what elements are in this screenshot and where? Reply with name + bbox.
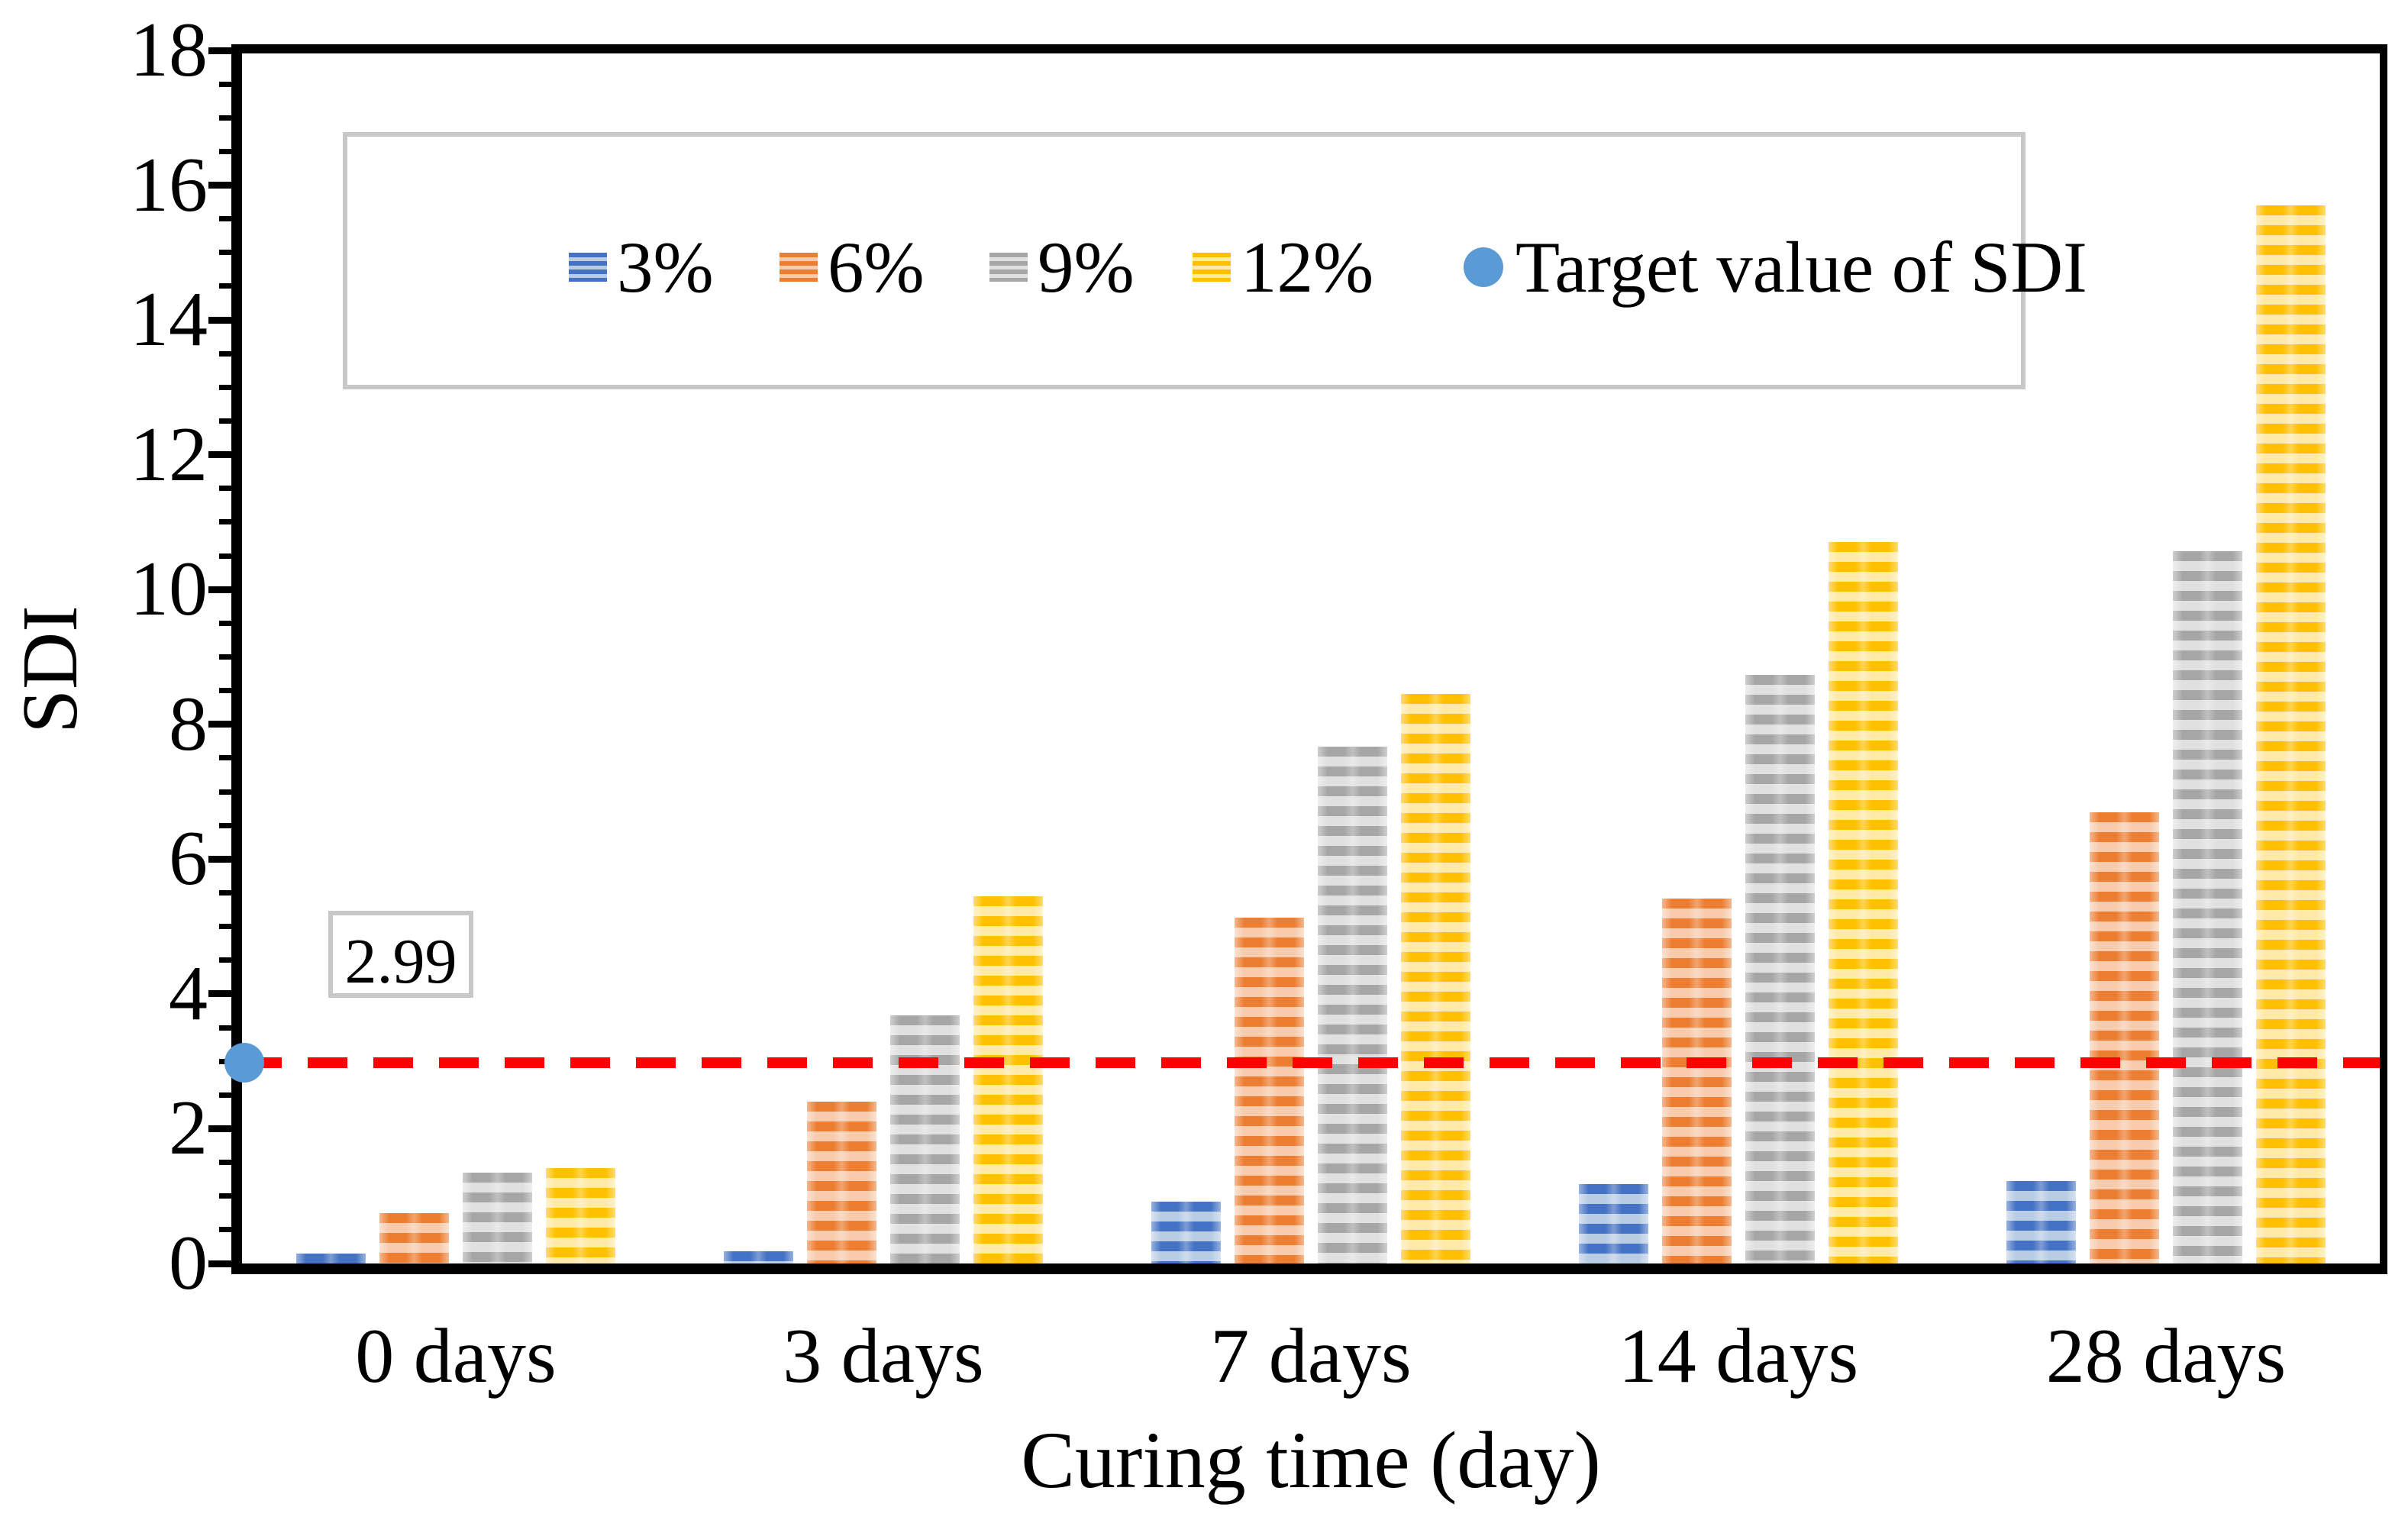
plot-top-border	[231, 44, 2387, 53]
y-minor-tick	[219, 755, 231, 761]
bar-9pct-0-days	[463, 1173, 532, 1263]
y-major-tick	[208, 451, 231, 459]
bar-9pct-3-days	[890, 1015, 960, 1263]
y-minor-tick	[219, 148, 231, 154]
y-minor-tick	[219, 350, 231, 357]
x-tick-label-0-days: 0 days	[355, 1313, 557, 1399]
y-minor-tick	[219, 283, 231, 289]
y-tick-label: 0	[169, 1220, 208, 1306]
plot-right-border	[2380, 44, 2387, 1274]
legend	[343, 132, 2025, 389]
y-minor-tick	[219, 1025, 231, 1031]
y-tick-label: 18	[130, 7, 208, 93]
y-minor-tick	[219, 688, 231, 694]
y-minor-tick	[219, 384, 231, 390]
y-minor-tick	[219, 789, 231, 795]
bar-6pct-3-days	[807, 1102, 876, 1263]
x-tick-label-3-days: 3 days	[783, 1313, 984, 1399]
bar-12pct-3-days	[973, 896, 1043, 1263]
target-value-annotation: 2.99	[328, 911, 473, 998]
bar-12pct-14-days	[1829, 542, 1898, 1263]
bar-3pct-7-days	[1151, 1202, 1221, 1263]
y-major-tick	[208, 1125, 231, 1132]
bar-12pct-28-days	[2256, 205, 2326, 1263]
legend-swatch-9pct	[989, 253, 1028, 282]
bar-3pct-28-days	[2006, 1181, 2076, 1263]
y-minor-tick	[219, 553, 231, 559]
legend-swatch-12pct	[1193, 253, 1231, 282]
bar-6pct-28-days	[2090, 812, 2159, 1263]
y-minor-tick	[219, 957, 231, 963]
y-minor-tick	[219, 115, 231, 121]
bar-6pct-0-days	[379, 1213, 449, 1263]
bar-6pct-7-days	[1235, 918, 1304, 1263]
legend-label-target: Target value of SDI	[1515, 227, 2087, 308]
y-tick-label: 12	[130, 411, 208, 498]
y-tick-label: 14	[130, 276, 208, 363]
y-tick-label: 8	[169, 680, 208, 767]
legend-swatch-3pct	[569, 253, 607, 282]
bar-3pct-14-days	[1579, 1184, 1648, 1263]
y-axis-line	[231, 44, 242, 1274]
x-axis-line	[231, 1263, 2387, 1274]
y-minor-tick	[219, 620, 231, 626]
y-minor-tick	[219, 654, 231, 660]
legend-label-9pct: 9%	[1038, 227, 1135, 308]
y-major-tick	[208, 855, 231, 863]
bar-9pct-7-days	[1318, 747, 1387, 1263]
y-major-tick	[208, 47, 231, 54]
legend-label-6pct: 6%	[828, 227, 925, 308]
bar-3pct-0-days	[296, 1254, 366, 1263]
y-minor-tick	[219, 519, 231, 525]
y-minor-tick	[219, 486, 231, 492]
x-tick-label-14-days: 14 days	[1618, 1313, 1859, 1399]
target-circle-marker	[224, 1043, 264, 1083]
bar-6pct-14-days	[1662, 899, 1732, 1263]
y-minor-tick	[219, 1227, 231, 1233]
bar-12pct-0-days	[546, 1168, 615, 1263]
target-value-text: 2.99	[344, 926, 457, 997]
y-minor-tick	[219, 216, 231, 222]
x-tick-label-7-days: 7 days	[1210, 1313, 1412, 1399]
y-minor-tick	[219, 418, 231, 424]
bar-9pct-14-days	[1745, 675, 1815, 1263]
y-tick-label: 16	[130, 141, 208, 228]
y-major-tick	[208, 182, 231, 189]
y-minor-tick	[219, 924, 231, 930]
y-axis-title: SDI	[6, 605, 94, 734]
y-minor-tick	[219, 822, 231, 828]
y-tick-label: 2	[169, 1085, 208, 1172]
y-minor-tick	[219, 1193, 231, 1199]
y-minor-tick	[219, 889, 231, 896]
legend-label-3pct: 3%	[617, 227, 714, 308]
target-legend-marker	[1464, 247, 1503, 287]
y-tick-label: 6	[169, 815, 208, 902]
y-minor-tick	[219, 81, 231, 87]
y-major-tick	[208, 990, 231, 998]
y-tick-label: 10	[130, 546, 208, 633]
bar-12pct-7-days	[1401, 694, 1470, 1263]
y-minor-tick	[219, 250, 231, 256]
y-major-tick	[208, 1260, 231, 1267]
y-minor-tick	[219, 1160, 231, 1166]
bar-3pct-3-days	[724, 1251, 793, 1263]
y-major-tick	[208, 721, 231, 728]
y-major-tick	[208, 586, 231, 593]
legend-swatch-6pct	[780, 253, 818, 282]
legend-label-12pct: 12%	[1241, 227, 1374, 308]
y-tick-label: 4	[169, 950, 208, 1037]
x-tick-label-28-days: 28 days	[2045, 1313, 2287, 1399]
y-major-tick	[208, 316, 231, 324]
bar-9pct-28-days	[2173, 551, 2242, 1263]
target-dashed-line	[242, 1057, 2380, 1068]
y-minor-tick	[219, 1092, 231, 1098]
x-axis-title: Curing time (day)	[1021, 1415, 1601, 1505]
